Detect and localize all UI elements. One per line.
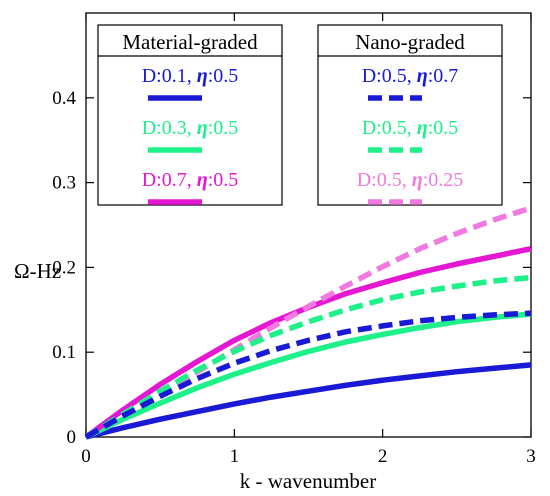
legend-entries-nano: D:0.5, η:0.7 D:0.5, η:0.5 D:0.5, η:0.25 [357, 65, 464, 205]
legend-box-material [97, 24, 283, 206]
legend-box-nano [317, 24, 503, 206]
series-layer [84, 205, 532, 440]
legend-material-graded: Material-graded D:0.1, η:0.5 D:0.3, η:0.5… [97, 24, 283, 206]
legend-entry-label: D:0.1, η:0.5 [142, 65, 239, 87]
series-line-1 [84, 311, 532, 440]
ticks: 0 1 2 3 0 0.1 0.2 0.3 0.4 [52, 13, 536, 467]
y-tick-label: 0.2 [52, 257, 76, 278]
y-tick-label: 0.1 [52, 342, 76, 363]
x-tick-label: 1 [230, 446, 240, 467]
y-tick-label: 0 [67, 427, 77, 448]
legend-title-material: Material-graded [122, 30, 258, 54]
y-tick-label: 0.3 [52, 173, 76, 194]
series-line-3 [84, 310, 532, 440]
plot-frame [85, 12, 532, 438]
x-axis-label: k - wavenumber [240, 469, 376, 493]
legend-entry-label: D:0.3, η:0.5 [142, 117, 239, 139]
x-tick-label: 3 [526, 446, 536, 467]
y-tick-label: 0.4 [52, 88, 76, 109]
series-line-0 [85, 362, 532, 440]
y-axis-label: Ω-Hz [14, 259, 61, 283]
legend-entry-label: D:0.7, η:0.5 [142, 169, 239, 191]
legend-entry-label: D:0.5, η:0.25 [357, 169, 464, 191]
x-tick-label: 2 [378, 446, 388, 467]
legend-entry-label: D:0.5, η:0.5 [362, 117, 459, 139]
series-line-4 [84, 274, 532, 440]
x-tick-label: 0 [81, 446, 91, 467]
legend-nano-graded: Nano-graded D:0.5, η:0.7D:0.5, η:0.5D:0.… [317, 24, 503, 206]
legend-entry-label: D:0.5, η:0.7 [362, 65, 459, 87]
legend-entries-material: D:0.1, η:0.5 D:0.3, η:0.5 D:0.7, η:0.5 [142, 65, 239, 205]
legend-title-nano: Nano-graded [355, 30, 465, 54]
